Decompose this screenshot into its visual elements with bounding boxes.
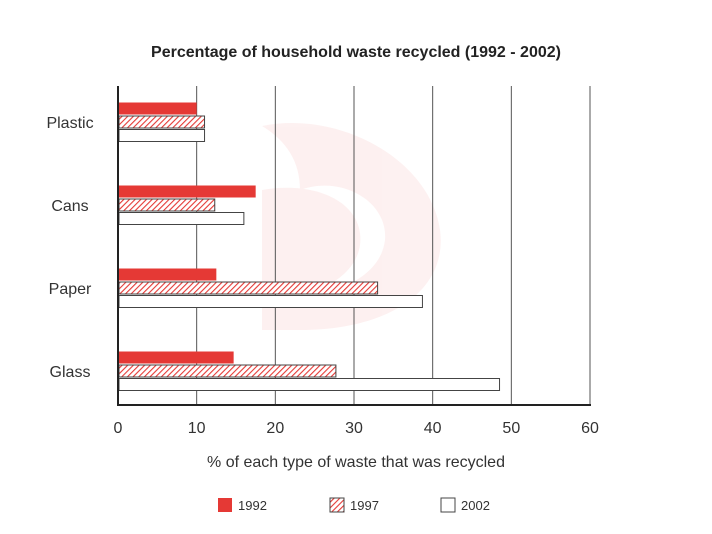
- x-tick-label: 60: [581, 420, 599, 437]
- category-labels: Plastic Cans Paper Glass: [46, 115, 93, 381]
- bar-paper-2002: [118, 295, 423, 308]
- bar-plastic-1997: [118, 115, 206, 129]
- bar-glass-1997: [118, 364, 337, 378]
- x-tick-label: 50: [502, 420, 520, 437]
- chart-title: Percentage of household waste recycled (…: [151, 44, 561, 61]
- x-tick-labels: 0 10 20 30 40 50 60: [114, 420, 599, 437]
- legend: 1992 1997 2002: [218, 497, 490, 513]
- gridlines: [196, 86, 591, 405]
- legend-swatch-2002: [440, 497, 456, 513]
- legend-label-1997: 1997: [350, 498, 379, 513]
- bar-cans-1997: [118, 198, 216, 212]
- legend-swatch-1997: [329, 497, 345, 513]
- bar-paper-1992: [119, 268, 217, 281]
- x-tick-label: 30: [345, 420, 363, 437]
- x-tick-label: 10: [188, 420, 206, 437]
- watermark-logo: [262, 123, 441, 330]
- bar-plastic-2002: [118, 129, 206, 142]
- bar-cans-1992: [119, 185, 256, 198]
- bar-glass-1992: [119, 351, 234, 364]
- axes: [117, 86, 591, 406]
- x-tick-label: 20: [266, 420, 284, 437]
- x-tick-label: 0: [114, 420, 123, 437]
- legend-label-1992: 1992: [238, 498, 267, 513]
- bar-glass-2002: [118, 378, 501, 391]
- x-axis-label: % of each type of waste that was recycle…: [207, 454, 505, 471]
- x-tick-label: 40: [424, 420, 442, 437]
- category-label-cans: Cans: [51, 198, 88, 215]
- category-label-paper: Paper: [49, 281, 92, 298]
- legend-swatch-1992: [218, 498, 232, 512]
- bar-cans-2002: [118, 212, 245, 225]
- bar-paper-1997: [118, 281, 379, 295]
- bar-plastic-1992: [119, 102, 197, 115]
- category-label-plastic: Plastic: [46, 115, 93, 132]
- category-label-glass: Glass: [50, 364, 91, 381]
- legend-label-2002: 2002: [461, 498, 490, 513]
